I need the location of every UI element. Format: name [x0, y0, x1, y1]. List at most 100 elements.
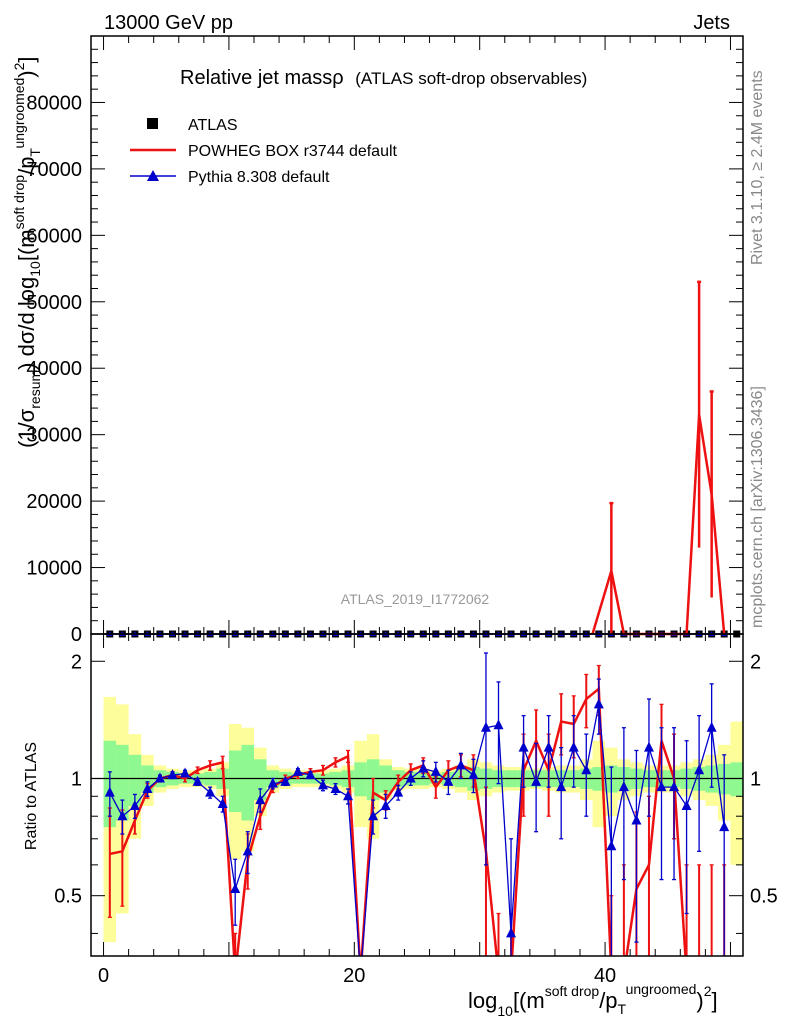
- uncertainty-bands: [103, 696, 743, 943]
- header-left: 13000 GeV pp: [104, 12, 233, 34]
- pythia-ratio-point: [230, 883, 241, 894]
- events-label: Rivet 3.1.10, ≥ 2.4M events: [749, 70, 766, 265]
- ratio-ytick-label: 2: [71, 651, 82, 673]
- source-label: mcplots.cern.ch [arXiv:1306.3436]: [749, 386, 766, 628]
- pythia-ratio-point: [405, 772, 416, 783]
- ratio-ytick-label-right: 1: [750, 768, 761, 790]
- top-ytick-label: 0: [71, 624, 82, 646]
- pythia-ratio-point: [255, 794, 266, 805]
- top-ytick-label: 60000: [26, 225, 82, 247]
- pythia-ratio-point: [719, 821, 730, 832]
- powheg-ratio-line: [109, 686, 687, 956]
- svg-text:(1/σresum) dσ/d log10[(msoft d: (1/σresum) dσ/d log10[(msoft drop/pTungr…: [11, 56, 43, 448]
- pythia-ratio-point: [343, 790, 354, 801]
- top-ytick-label: 10000: [26, 558, 82, 580]
- pythia-ratio-point: [706, 721, 717, 732]
- legend-atlas-label: ATLAS: [188, 117, 238, 134]
- band-inner: [354, 762, 367, 797]
- pythia-ratio-point: [631, 814, 642, 825]
- pythia-ratio-point: [669, 781, 680, 792]
- pythia-ratio-point: [330, 782, 341, 793]
- axes: 0 10000 20000 30000 40000 50000 60000 70000 8000…: [26, 35, 778, 987]
- pythia-ratio-point: [681, 799, 692, 810]
- pythia-ratio-point: [305, 769, 316, 780]
- pythia-ratio-point: [317, 779, 328, 790]
- pythia-ratio-point: [568, 741, 579, 752]
- pythia-ratio-point: [242, 845, 253, 856]
- pythia-ratio-point: [581, 764, 592, 775]
- pythia-ratio-point: [129, 799, 140, 810]
- pythia-ratio-point: [142, 782, 153, 793]
- ratio-ylabel: Ratio to ATLAS: [23, 742, 40, 850]
- pythia-ratio-point: [380, 799, 391, 810]
- top-ylabel: (1/σresum) dσ/d log10[(msoft drop/pTungr…: [11, 56, 43, 448]
- pythia-ratio-group: [104, 652, 730, 956]
- legend-atlas-marker: [147, 118, 158, 129]
- pythia-ratio-point: [606, 840, 617, 851]
- band-inner: [730, 762, 743, 797]
- pythia-ratio-line: [109, 704, 725, 956]
- pythia-ratio-point: [117, 810, 128, 821]
- pythia-ratio-point: [493, 719, 504, 730]
- band-inner: [254, 759, 267, 801]
- legend: ATLAS POWHEG BOX r3744 default Pythia 8.…: [130, 117, 398, 186]
- pythia-ratio-point: [192, 775, 203, 786]
- band-inner: [128, 754, 142, 806]
- xtick-label: 40: [594, 965, 616, 987]
- pythia-ratio-point: [618, 781, 629, 792]
- top-ytick-label: 20000: [26, 491, 82, 513]
- legend-pythia-label: Pythia 8.308 default: [188, 169, 330, 186]
- pythia-ratio-point: [694, 764, 705, 775]
- pythia-ratio-point: [292, 765, 303, 776]
- pythia-ratio-point: [280, 775, 291, 786]
- data-series: [103, 280, 741, 956]
- ratio-ytick-label-right: 0.5: [750, 886, 778, 908]
- pythia-ratio-point: [531, 775, 542, 786]
- pythia-ratio-point: [104, 786, 115, 797]
- header-right: Jets: [693, 12, 730, 34]
- pythia-ratio-point: [430, 765, 441, 776]
- bottom-frame: [90, 633, 744, 957]
- pythia-ratio-point: [167, 769, 178, 780]
- top-ytick-label: 70000: [26, 159, 82, 181]
- pythia-ratio-point: [267, 777, 278, 788]
- legend-pythia-marker: [147, 170, 159, 181]
- pythia-ratio-point: [217, 797, 228, 808]
- pythia-ratio-point: [656, 781, 667, 792]
- powheg-ratio-group: [107, 664, 727, 956]
- pythia-ratio-point: [480, 721, 491, 732]
- ratio-ytick-label: 1: [71, 768, 82, 790]
- xtick-label: 20: [343, 965, 365, 987]
- top-ytick-label: 40000: [26, 358, 82, 380]
- top-ytick-label: 30000: [26, 425, 82, 447]
- pythia-ratio-point: [443, 775, 454, 786]
- pythia-ratio-point: [455, 759, 466, 770]
- pythia-ratio-point: [368, 810, 379, 821]
- band-inner: [228, 750, 242, 813]
- pythia-ratio-point: [180, 767, 191, 778]
- band-inner: [241, 744, 254, 821]
- pythia-ratio-point: [468, 769, 479, 780]
- pythia-ratio-point: [556, 781, 567, 792]
- pythia-ratio-point: [154, 772, 165, 783]
- pythia-ratio-point: [593, 698, 604, 709]
- pythia-ratio-point: [506, 927, 517, 938]
- pythia-ratio-point: [418, 762, 429, 773]
- pythia-ratio-point: [543, 741, 554, 752]
- svg-text:log10[(msoft drop/pTungroomed): log10[(msoft drop/pTungroomed)2]: [468, 981, 718, 1019]
- legend-powheg-label: POWHEG BOX r3744 default: [188, 143, 398, 160]
- pythia-ratio-point: [393, 786, 404, 797]
- band-inner: [116, 744, 129, 821]
- x-axis-label: log10[(msoft drop/pTungroomed)2]: [468, 981, 718, 1019]
- pythia-ratio-point: [518, 741, 529, 752]
- pythia-ratio-point: [643, 741, 654, 752]
- pythia-ratio-point: [205, 786, 216, 797]
- top-ytick-label: 80000: [26, 92, 82, 114]
- top-ytick-label: 50000: [26, 292, 82, 314]
- ratio-ytick-label: 0.5: [54, 886, 82, 908]
- ratio-ytick-label-right: 2: [750, 651, 761, 673]
- xtick-label: 0: [98, 965, 109, 987]
- analysis-tag: ATLAS_2019_I1772062: [341, 591, 490, 607]
- chart-title: Relative jet massρ (ATLAS soft-drop obse…: [180, 67, 587, 89]
